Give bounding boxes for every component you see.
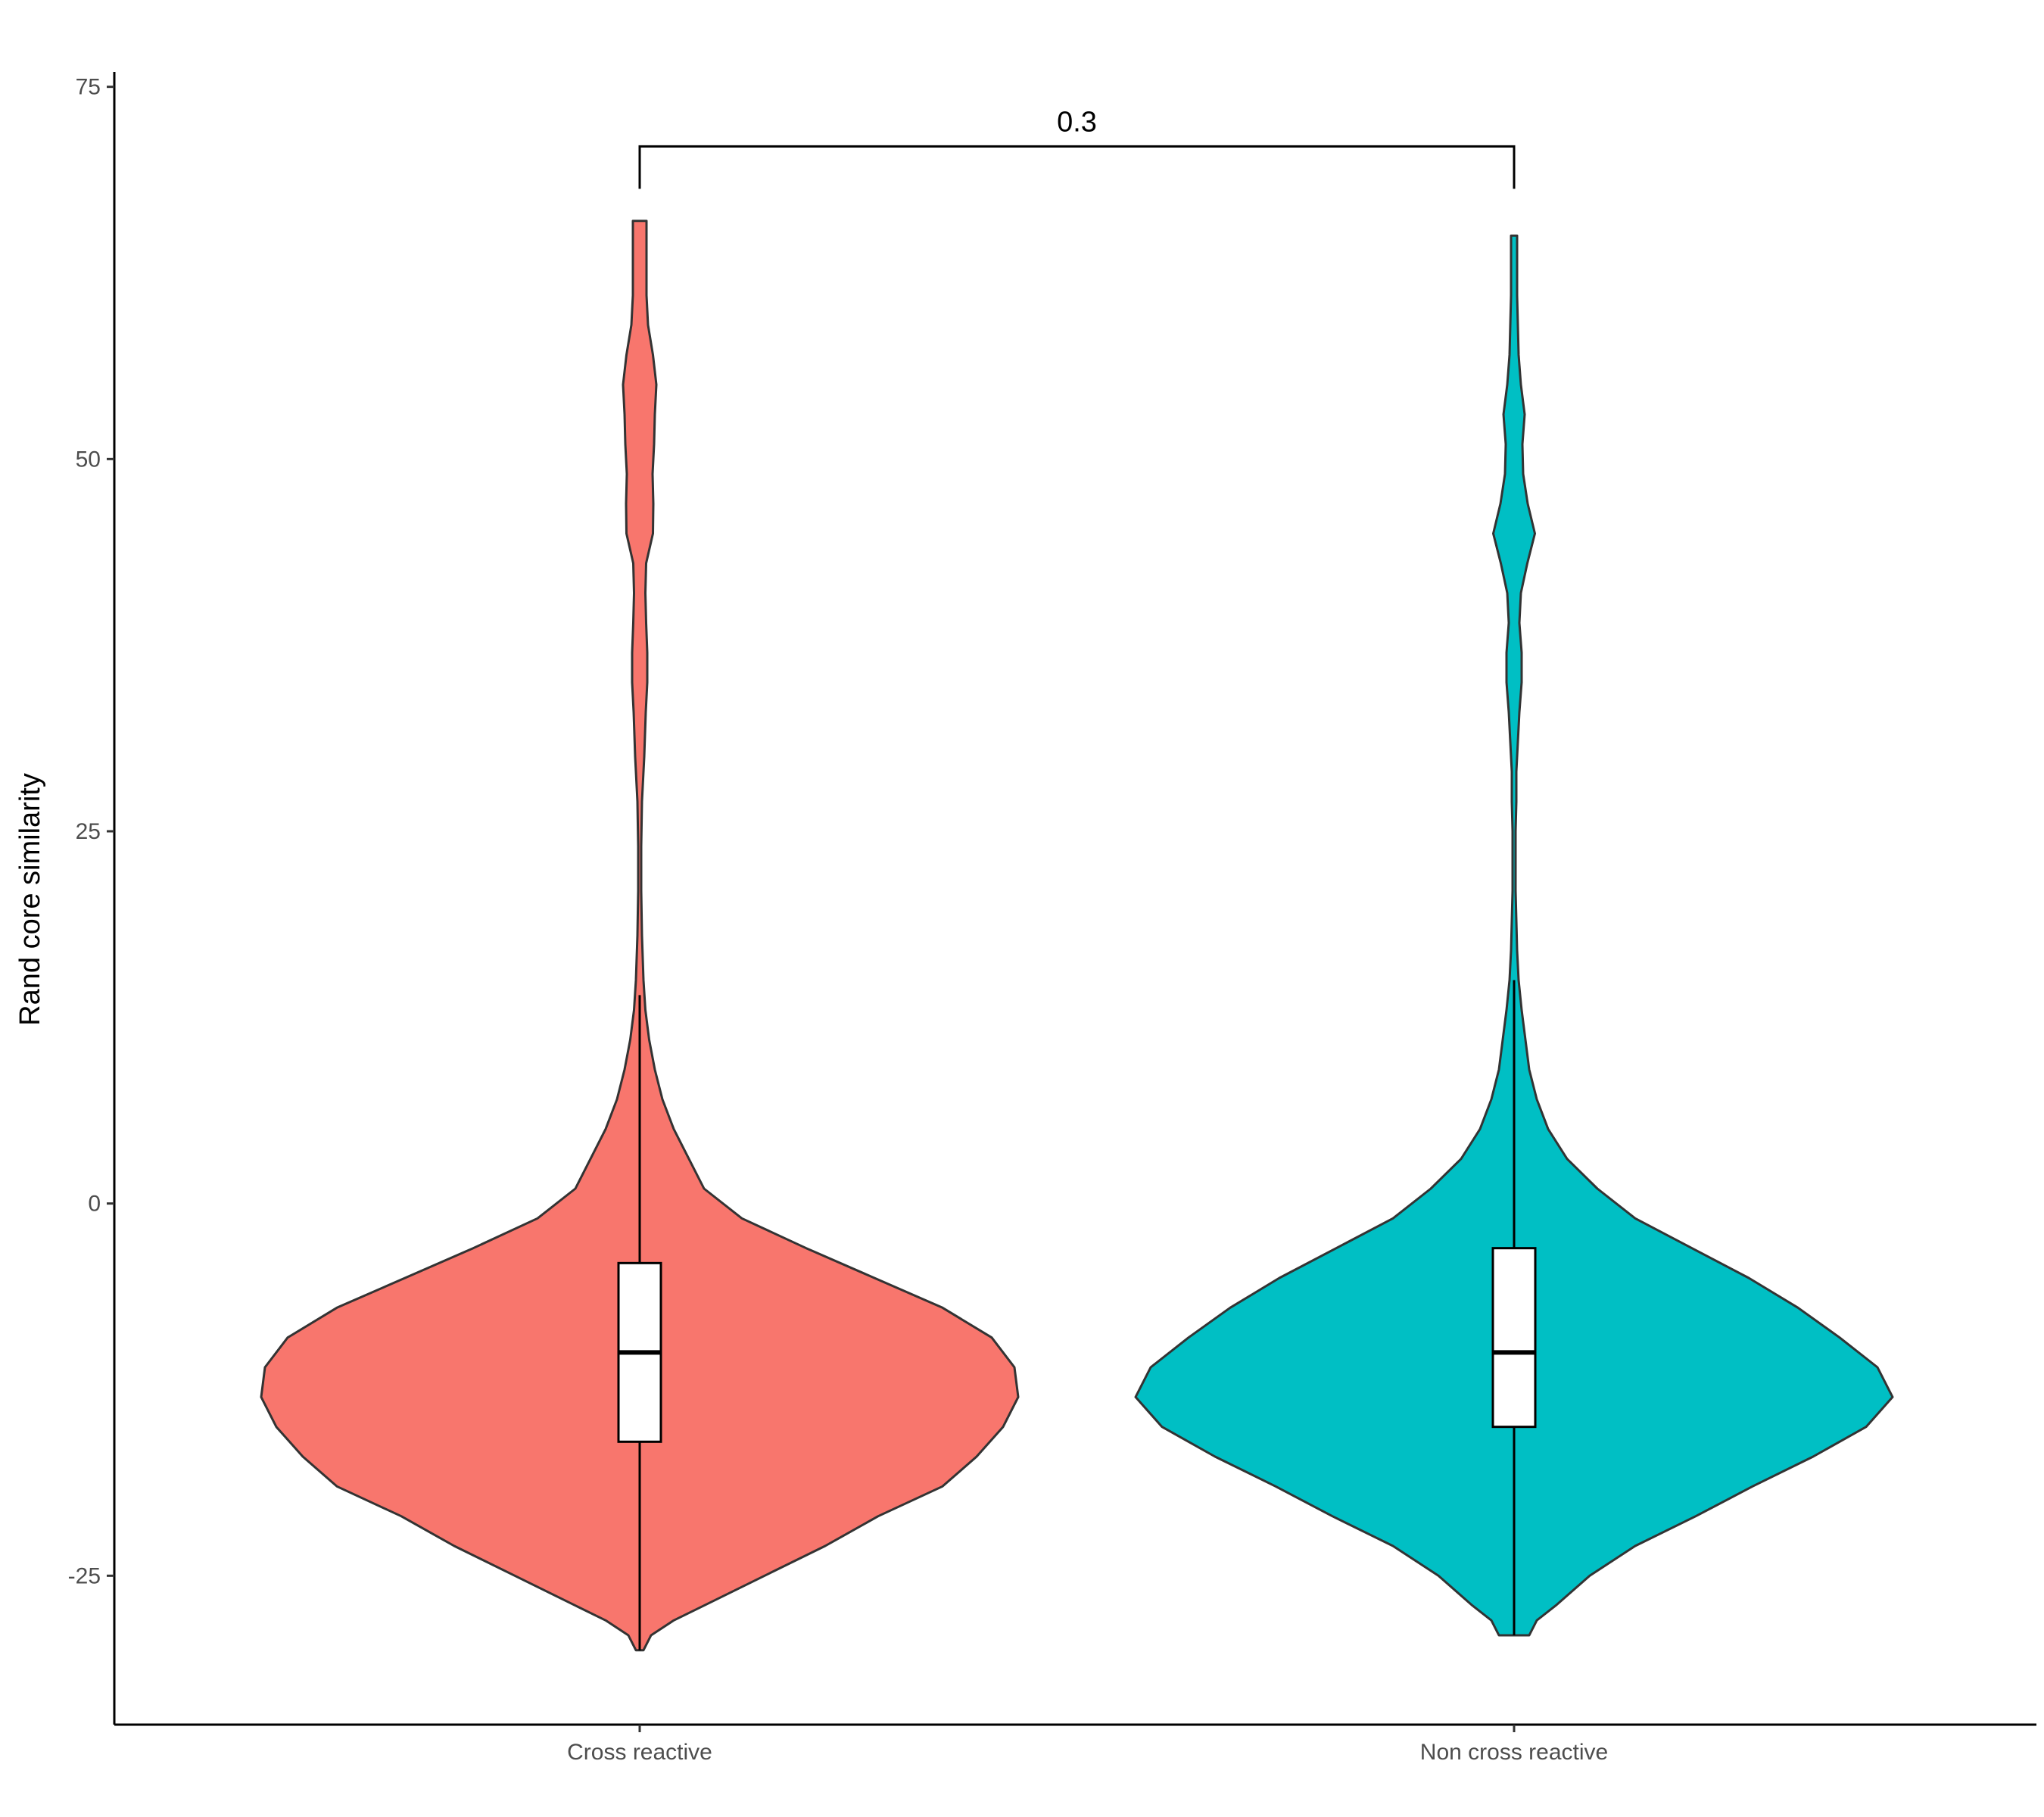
y-tick-label: 50 xyxy=(76,447,101,472)
y-tick-label: 75 xyxy=(76,75,101,100)
significance-bracket xyxy=(638,145,1516,189)
annotation-layer: 0.3 xyxy=(638,106,1516,189)
x-tick-label: Cross reactive xyxy=(567,1740,712,1765)
p-value-label: 0.3 xyxy=(1057,106,1097,138)
box-non-cross-reactive xyxy=(1491,1247,1537,1429)
y-tick-label: -25 xyxy=(68,1563,101,1588)
axes-layer: -25 0 25 50 75 Cross reactive Non cross reacti… xyxy=(68,72,2036,1765)
y-axis-title: Rand core similarity xyxy=(14,773,46,1026)
x-tick-label: Non cross reactive xyxy=(1420,1740,1608,1765)
boxplot-layer xyxy=(617,980,1537,1650)
violin-cross-reactive xyxy=(260,220,1020,1652)
y-tick-label: 25 xyxy=(76,819,101,844)
violin-layer xyxy=(260,220,1894,1652)
y-tick-label: 0 xyxy=(88,1192,101,1217)
violin-non-cross-reactive xyxy=(1134,234,1894,1637)
